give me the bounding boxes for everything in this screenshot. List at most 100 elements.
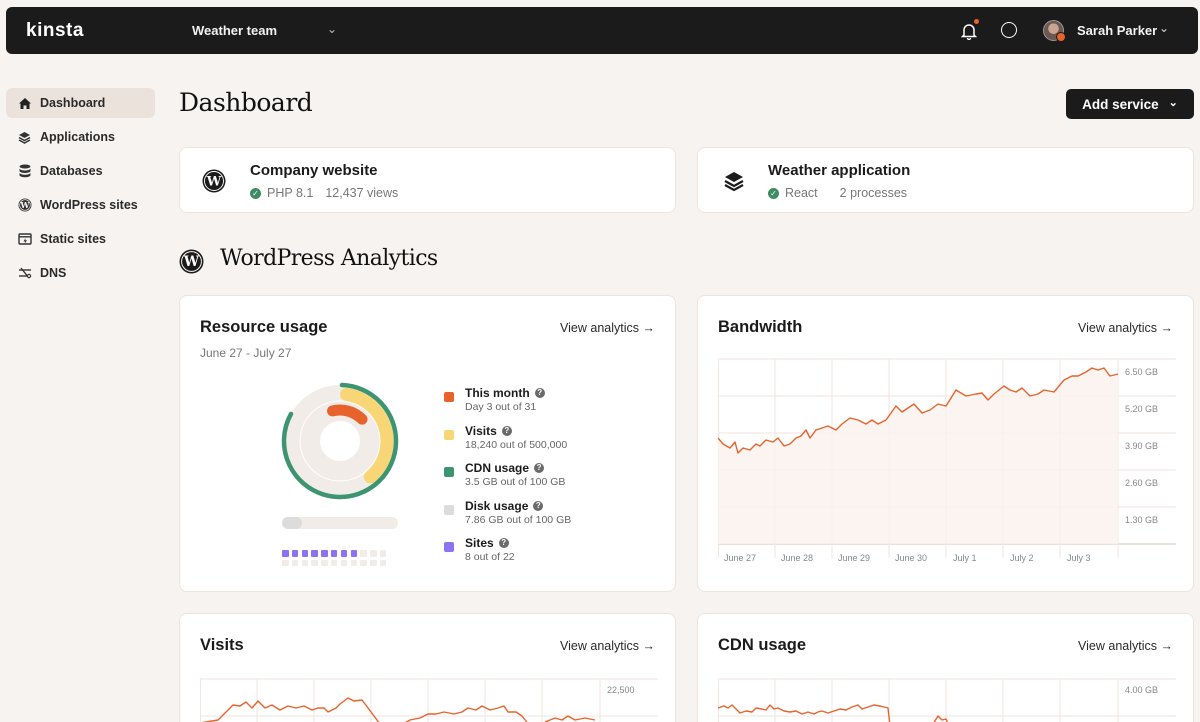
legend-swatch (444, 392, 454, 402)
kinsta-logo[interactable]: kinsta (26, 20, 84, 41)
help-icon[interactable]: ? (1001, 22, 1017, 38)
cdn-usage-card: CDN usage View analytics → 4.00 GB (697, 613, 1194, 722)
user-chevron-down-icon[interactable]: ⌄ (1159, 21, 1170, 35)
card-title: Bandwidth (718, 318, 803, 336)
legend-value: 3.5 GB out of 100 GB (465, 476, 566, 488)
x-tick: June 27 (724, 553, 757, 563)
service-framework: React (785, 186, 818, 200)
svg-text:W: W (19, 200, 30, 210)
chevron-down-icon[interactable]: ⌄ (327, 22, 338, 36)
legend-title: Sites (465, 536, 494, 550)
sidebar-item-applications[interactable]: Applications (6, 122, 155, 152)
date-range: June 27 - July 27 (200, 346, 292, 360)
card-title: Resource usage (200, 318, 328, 336)
page-title: Dashboard (179, 88, 313, 117)
y-tick: 4.00 GB (1125, 685, 1159, 695)
legend-item-this-month: This month? Day 3 out of 31 (444, 386, 571, 424)
sidebar-item-label: Static sites (40, 232, 107, 246)
sidebar: Dashboard Applications Databases W WordP… (6, 88, 155, 292)
view-analytics-link[interactable]: View analytics → (1078, 321, 1173, 335)
x-tick: June 29 (838, 553, 871, 563)
wordpress-icon: W (17, 198, 32, 213)
service-title[interactable]: Weather application (768, 162, 911, 179)
sidebar-item-label: DNS (40, 266, 67, 280)
add-service-button[interactable]: Add service ⌄ (1066, 89, 1194, 119)
sidebar-item-label: Applications (40, 130, 116, 144)
x-tick: July 1 (953, 553, 977, 563)
wordpress-icon: W (179, 249, 204, 274)
legend-title: CDN usage (465, 461, 530, 475)
y-tick: 5.20 GB (1125, 404, 1159, 414)
sidebar-item-dns[interactable]: DNS (6, 258, 155, 288)
service-title[interactable]: Company website (250, 162, 378, 179)
visits-card: Visits View analytics → 22,500 (179, 613, 676, 722)
legend-item-sites: Sites? 8 out of 22 (444, 536, 571, 574)
legend-swatch (444, 504, 454, 515)
sidebar-item-databases[interactable]: Databases (6, 156, 155, 186)
top-bar: kinsta Weather team ⌄ (6, 7, 1198, 54)
service-runtime: PHP 8.1 (267, 186, 314, 200)
y-tick: 3.90 GB (1125, 441, 1159, 451)
usage-donut-chart (281, 382, 399, 500)
visits-line-chart (200, 678, 658, 722)
sidebar-item-static-sites[interactable]: Static sites (6, 224, 155, 254)
legend-value: Day 3 out of 31 (465, 401, 537, 413)
sidebar-item-label: Databases (40, 164, 103, 178)
svg-text:W: W (183, 254, 200, 270)
help-icon[interactable]: ? (498, 538, 509, 548)
help-icon[interactable]: ? (533, 500, 544, 511)
card-title: CDN usage (718, 636, 807, 654)
cdn-line-chart (718, 678, 1176, 722)
user-name[interactable]: Sarah Parker (1077, 23, 1158, 38)
resource-usage-card: Resource usage View analytics → June 27 … (179, 295, 676, 592)
help-icon[interactable]: ? (534, 463, 545, 473)
layers-icon (724, 172, 744, 192)
y-tick: 22,500 (607, 685, 635, 695)
legend-item-visits: Visits? 18,240 out of 500,000 (444, 424, 571, 462)
service-meta: ✓ PHP 8.1 12,437 views (250, 186, 398, 200)
team-selector[interactable]: Weather team (192, 23, 278, 38)
sidebar-item-label: WordPress sites (40, 198, 138, 212)
layers-icon (17, 130, 32, 145)
svg-text:W: W (206, 175, 222, 190)
status-check-icon: ✓ (768, 187, 779, 199)
bell-icon[interactable] (961, 22, 977, 40)
view-analytics-link[interactable]: View analytics → (560, 639, 655, 653)
chevron-down-icon: ⌄ (1168, 96, 1178, 109)
usage-legend: This month? Day 3 out of 31 Visits? 18,2… (444, 386, 571, 574)
service-meta: ✓ React 2 processes (768, 186, 907, 200)
x-tick: July 3 (1067, 553, 1091, 563)
legend-title: This month (465, 386, 530, 400)
dns-icon (17, 266, 32, 281)
avatar-badge (1056, 32, 1066, 42)
wordpress-icon: W (202, 169, 226, 193)
y-tick: 6.50 GB (1125, 367, 1159, 377)
service-processes: 2 processes (839, 186, 908, 200)
view-analytics-link[interactable]: View analytics → (1078, 639, 1173, 653)
help-icon[interactable]: ? (501, 425, 512, 436)
x-tick: June 30 (895, 553, 928, 563)
add-service-label: Add service (1082, 96, 1159, 112)
legend-value: 18,240 out of 500,000 (465, 438, 568, 451)
y-tick: 2.60 GB (1125, 478, 1159, 488)
status-check-icon: ✓ (250, 187, 261, 199)
x-tick: June 28 (781, 553, 814, 563)
sidebar-item-label: Dashboard (40, 96, 106, 110)
legend-item-disk-usage: Disk usage? 7.86 GB out of 100 GB (444, 499, 571, 537)
service-card-company-website[interactable]: W Company website ✓ PHP 8.1 12,437 views (179, 147, 676, 213)
legend-value: 7.86 GB out of 100 GB (465, 513, 572, 526)
sidebar-item-dashboard[interactable]: Dashboard (6, 88, 155, 118)
legend-title: Disk usage (465, 498, 529, 513)
disk-usage-bar (282, 517, 398, 529)
legend-swatch (444, 542, 454, 552)
bandwidth-card: Bandwidth View analytics → 6.50 GB 5.20 … (697, 295, 1194, 592)
home-icon (17, 96, 32, 111)
legend-swatch (444, 467, 454, 477)
legend-value: 8 out of 22 (465, 551, 515, 563)
help-icon[interactable]: ? (534, 388, 545, 398)
legend-item-cdn-usage: CDN usage? 3.5 GB out of 100 GB (444, 461, 571, 499)
service-card-weather-application[interactable]: Weather application ✓ React 2 processes (697, 147, 1194, 213)
view-analytics-link[interactable]: View analytics → (560, 321, 655, 335)
sidebar-item-wordpress-sites[interactable]: W WordPress sites (6, 190, 155, 220)
y-tick: 1.30 GB (1125, 515, 1159, 525)
